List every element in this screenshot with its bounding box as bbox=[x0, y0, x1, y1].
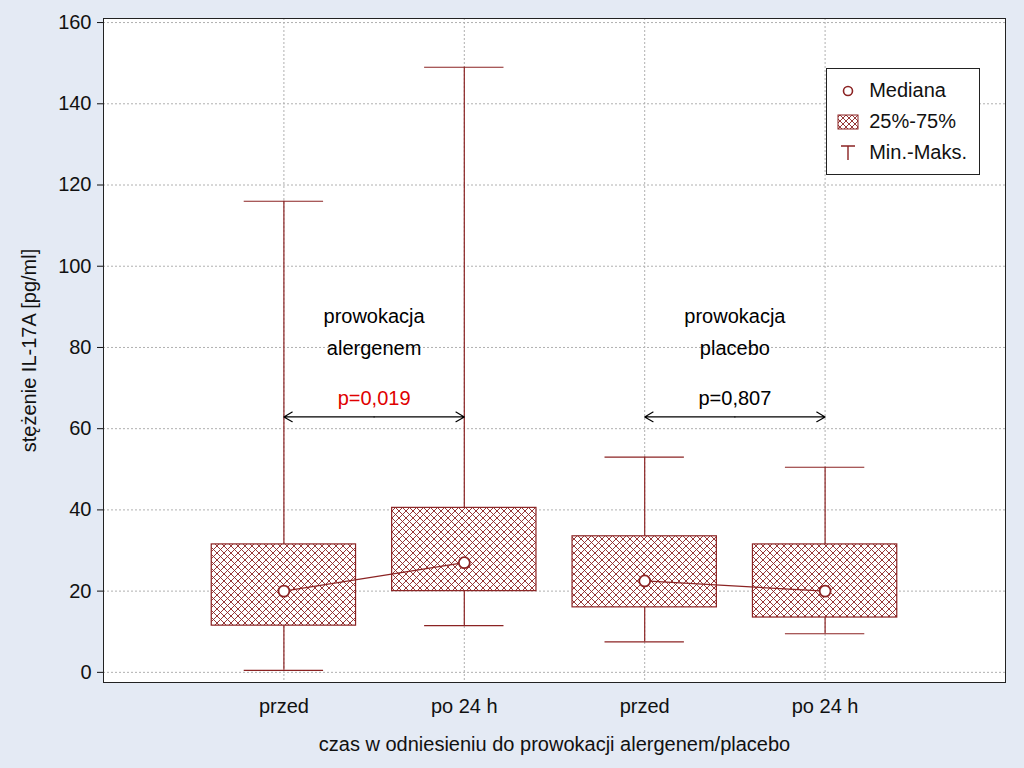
svg-text:40: 40 bbox=[69, 498, 91, 520]
svg-text:140: 140 bbox=[58, 92, 91, 114]
svg-text:prowokacjaplacebo: prowokacjaplacebo bbox=[684, 305, 786, 359]
svg-text:stężenie IL-17A [pg/ml]: stężenie IL-17A [pg/ml] bbox=[18, 249, 40, 452]
svg-text:60: 60 bbox=[69, 417, 91, 439]
svg-text:160: 160 bbox=[58, 11, 91, 33]
svg-text:po 24 h: po 24 h bbox=[792, 695, 859, 717]
svg-text:100: 100 bbox=[58, 255, 91, 277]
svg-text:120: 120 bbox=[58, 173, 91, 195]
svg-text:czas w odniesieniu do prowokac: czas w odniesieniu do prowokacji alergen… bbox=[319, 733, 790, 755]
svg-text:przed: przed bbox=[259, 695, 309, 717]
svg-text:p=0,807: p=0,807 bbox=[698, 387, 771, 409]
svg-text:0: 0 bbox=[80, 661, 91, 683]
svg-text:prowokacjaalergenem: prowokacjaalergenem bbox=[324, 305, 426, 359]
svg-text:80: 80 bbox=[69, 336, 91, 358]
html-text:Min.-Maks.: Min.-Maks. bbox=[869, 141, 967, 163]
html-text:Mediana: Mediana bbox=[869, 79, 946, 101]
html-text:25%-75%: 25%-75% bbox=[869, 110, 956, 132]
svg-text:p=0,019: p=0,019 bbox=[338, 387, 411, 409]
svg-text:po 24 h: po 24 h bbox=[431, 695, 498, 717]
svg-text:przed: przed bbox=[620, 695, 670, 717]
svg-text:20: 20 bbox=[69, 580, 91, 602]
